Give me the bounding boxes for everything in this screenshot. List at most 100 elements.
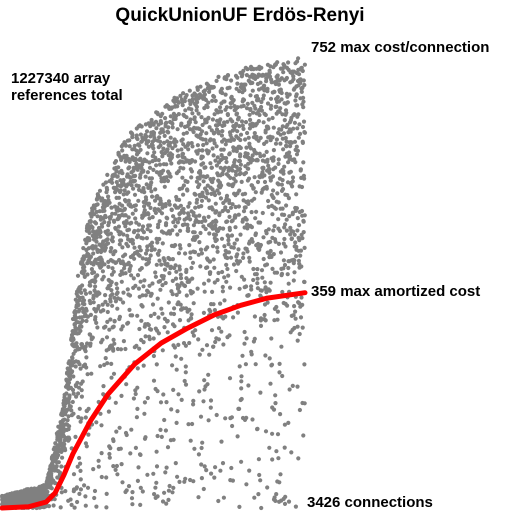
data-point (81, 246, 86, 251)
data-point (137, 143, 142, 148)
data-point (208, 270, 213, 275)
data-point (262, 83, 267, 88)
data-point (212, 192, 218, 198)
data-point (265, 485, 270, 490)
data-point (218, 117, 223, 122)
data-point (273, 141, 279, 146)
data-point (63, 448, 68, 453)
max-cost-label: 752 max cost/connection (311, 39, 489, 56)
data-point (105, 319, 110, 324)
data-point (298, 131, 303, 136)
data-point (69, 502, 74, 507)
data-point (133, 283, 138, 288)
data-point (181, 131, 186, 136)
data-point (241, 251, 246, 256)
data-point (153, 157, 158, 163)
data-point (114, 429, 119, 434)
data-point (123, 346, 128, 352)
data-point (191, 333, 196, 338)
data-point (237, 364, 242, 369)
data-point (177, 479, 182, 484)
data-point (245, 101, 250, 106)
data-point (189, 169, 194, 174)
data-point (209, 328, 215, 333)
data-point (102, 208, 107, 213)
data-point (102, 220, 107, 225)
data-point (239, 179, 244, 184)
data-point (201, 486, 206, 492)
data-point (149, 176, 154, 181)
data-point (300, 68, 305, 74)
chart-title: QuickUnionUF Erdös-Renyi (115, 5, 364, 26)
data-point (110, 235, 115, 240)
data-point (213, 339, 218, 345)
data-point (144, 134, 149, 139)
data-point (180, 137, 185, 142)
data-point (143, 334, 148, 339)
data-point (160, 348, 165, 353)
data-point (79, 388, 84, 393)
data-point (101, 274, 106, 279)
data-point (157, 236, 162, 242)
data-point (135, 478, 140, 483)
data-point (259, 108, 264, 113)
data-point (243, 170, 249, 175)
data-point (167, 257, 172, 262)
data-point (301, 119, 307, 124)
data-point (200, 190, 205, 195)
data-point (239, 274, 244, 279)
data-point (196, 111, 201, 116)
data-point (246, 166, 251, 171)
data-point (143, 435, 148, 440)
data-point (270, 174, 276, 179)
data-point (149, 244, 154, 249)
data-point (51, 503, 56, 508)
data-point (298, 167, 303, 172)
data-point (259, 104, 264, 110)
data-point (266, 198, 271, 204)
data-point (253, 106, 258, 111)
data-point (302, 176, 307, 181)
data-point (204, 468, 209, 473)
data-point (202, 289, 207, 294)
data-point (265, 300, 270, 305)
data-point (180, 175, 185, 180)
data-point (120, 203, 125, 208)
data-point (293, 98, 298, 103)
data-point (170, 257, 175, 262)
data-point (158, 427, 163, 432)
data-point (166, 125, 171, 130)
data-point (200, 129, 205, 134)
data-point (300, 140, 305, 145)
data-point (295, 216, 300, 221)
data-point (296, 135, 301, 140)
data-point (252, 196, 257, 201)
data-point (148, 229, 153, 234)
data-point (258, 154, 263, 159)
data-point (192, 230, 197, 235)
data-point (167, 202, 172, 207)
data-point (163, 428, 168, 433)
data-point (84, 308, 89, 313)
data-point (144, 236, 149, 241)
data-point (175, 104, 180, 109)
data-point (243, 205, 248, 210)
data-point (147, 257, 152, 262)
data-point (299, 264, 304, 269)
data-point (280, 112, 285, 117)
data-point (122, 188, 127, 193)
data-point (287, 387, 292, 392)
data-point (225, 266, 230, 272)
data-point (226, 242, 231, 247)
data-point (286, 499, 292, 504)
data-point (195, 234, 200, 239)
data-point (202, 92, 207, 97)
data-point (154, 362, 159, 367)
data-point (292, 304, 297, 309)
data-point (243, 120, 249, 125)
data-point (184, 130, 189, 135)
data-point (248, 106, 253, 112)
data-point (157, 162, 163, 167)
data-point (220, 284, 225, 290)
